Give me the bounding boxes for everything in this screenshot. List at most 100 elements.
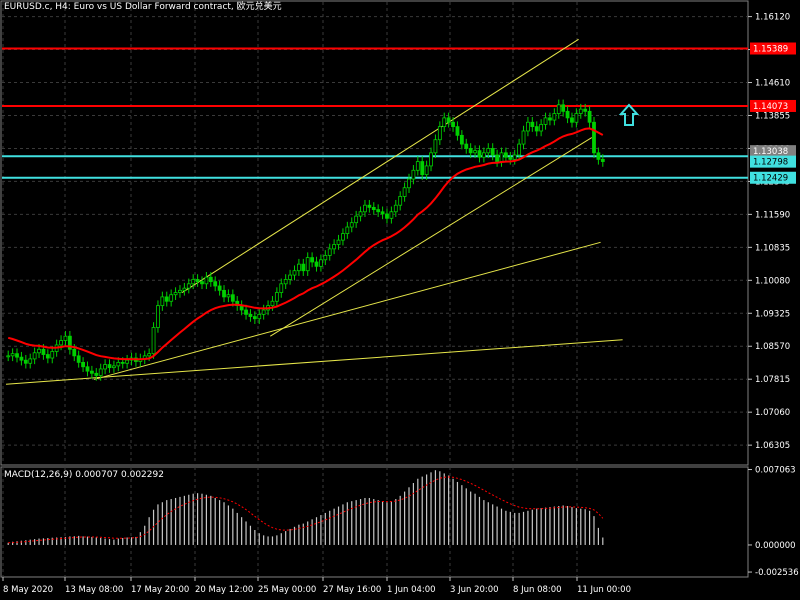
candle-body: [173, 292, 178, 296]
candle-body: [252, 316, 257, 320]
candle-body: [451, 121, 455, 128]
candle-body: [570, 117, 574, 123]
symbol-title: EURUSD.c, H4: Euro vs US Dollar Forward …: [4, 2, 282, 12]
main-panel-border: [0, 0, 749, 466]
candle-body: [486, 148, 491, 154]
candle-body: [208, 276, 213, 283]
candle-body: [217, 285, 222, 291]
candle-body: [222, 289, 226, 298]
candle-body: [230, 294, 235, 302]
candle-body: [296, 263, 301, 272]
moving-average-line: [7, 127, 604, 361]
price-tick-label: 1.07815: [755, 375, 790, 385]
time-tick-label: 27 May 16:00: [323, 585, 381, 595]
candle-body: [526, 121, 530, 132]
price-tick-label: 1.14610: [755, 79, 790, 89]
candle-body: [354, 215, 359, 224]
candle-body: [63, 335, 68, 341]
candle-body: [94, 372, 99, 376]
candle-body: [556, 104, 561, 114]
candle-body: [490, 148, 495, 156]
time-tick-label: 1 Jun 04:00: [387, 585, 436, 595]
candle-body: [459, 134, 464, 145]
candle-body: [552, 113, 557, 121]
candle-body: [182, 287, 187, 291]
candle-body: [512, 154, 517, 160]
candle-body: [125, 359, 130, 364]
price-tag: [750, 42, 796, 55]
macd-title: MACD(12,26,9) 0.000707 0.002292: [4, 470, 164, 480]
candle-body: [583, 108, 588, 112]
candle-body: [380, 211, 385, 215]
candle-body: [248, 313, 253, 317]
candle-body: [305, 257, 310, 272]
candle-body: [363, 204, 367, 213]
candle-body: [76, 355, 81, 363]
candle-body: [468, 148, 473, 154]
candle-body: [164, 296, 169, 302]
candle-body: [28, 358, 33, 364]
candle-body: [587, 110, 592, 123]
trend-line: [5, 339, 623, 385]
candle-body: [429, 152, 433, 167]
candle-body: [539, 124, 544, 132]
candle-body: [261, 309, 266, 315]
candle-body: [495, 154, 499, 162]
candle-body: [72, 348, 77, 357]
price-tag: [750, 155, 796, 168]
candle-body: [561, 104, 566, 112]
candle-body: [226, 294, 231, 298]
candle-body: [600, 158, 605, 162]
candle-body: [504, 152, 508, 158]
candle-body: [116, 361, 121, 367]
candle-body: [98, 368, 103, 376]
candle-body: [455, 126, 460, 136]
price-tick-label: 1.07060: [755, 408, 790, 418]
candle-body: [213, 281, 218, 287]
candle-body: [411, 169, 416, 180]
candle-body: [103, 364, 107, 370]
price-tick-label: 1.06305: [755, 441, 790, 451]
time-tick-label: 20 May 12:00: [195, 585, 253, 595]
candle-body: [371, 206, 376, 210]
candle-body: [521, 130, 526, 145]
candle-body: [151, 327, 156, 355]
candle-body: [186, 283, 191, 289]
candle-body: [446, 117, 451, 123]
candle-body: [319, 259, 323, 267]
candle-body: [481, 152, 486, 158]
candle-body: [517, 143, 522, 156]
candle-body: [120, 361, 125, 364]
candle-body: [200, 281, 204, 285]
candle-body: [473, 150, 477, 154]
candle-body: [85, 366, 90, 372]
candle-body: [274, 292, 279, 302]
candle-body: [592, 121, 596, 154]
candle-body: [464, 143, 469, 149]
candle-body: [270, 300, 275, 307]
candle-body: [37, 348, 41, 354]
price-tag-label: 1.12429: [753, 174, 788, 184]
time-tick-label: 8 Jun 08:00: [513, 585, 562, 595]
candle-body: [349, 222, 354, 228]
up-arrow-icon: [618, 103, 640, 126]
candle-body: [477, 150, 482, 158]
candle-body: [508, 156, 513, 160]
candle-body: [336, 239, 341, 245]
candle-body: [596, 152, 601, 160]
time-tick-label: 17 May 20:00: [131, 585, 189, 595]
candle-body: [204, 276, 209, 285]
candle-body: [288, 274, 292, 280]
candle-body: [341, 233, 345, 241]
candle-body: [59, 340, 63, 346]
candle-body: [385, 213, 389, 219]
candle-body: [10, 353, 15, 357]
candle-body: [433, 139, 438, 154]
price-tick-label: 1.08570: [755, 342, 790, 352]
price-tick-label: 1.10080: [755, 276, 790, 286]
candle-body: [332, 244, 337, 250]
macd-signal-line: [8, 476, 604, 544]
candle-body: [178, 289, 182, 293]
